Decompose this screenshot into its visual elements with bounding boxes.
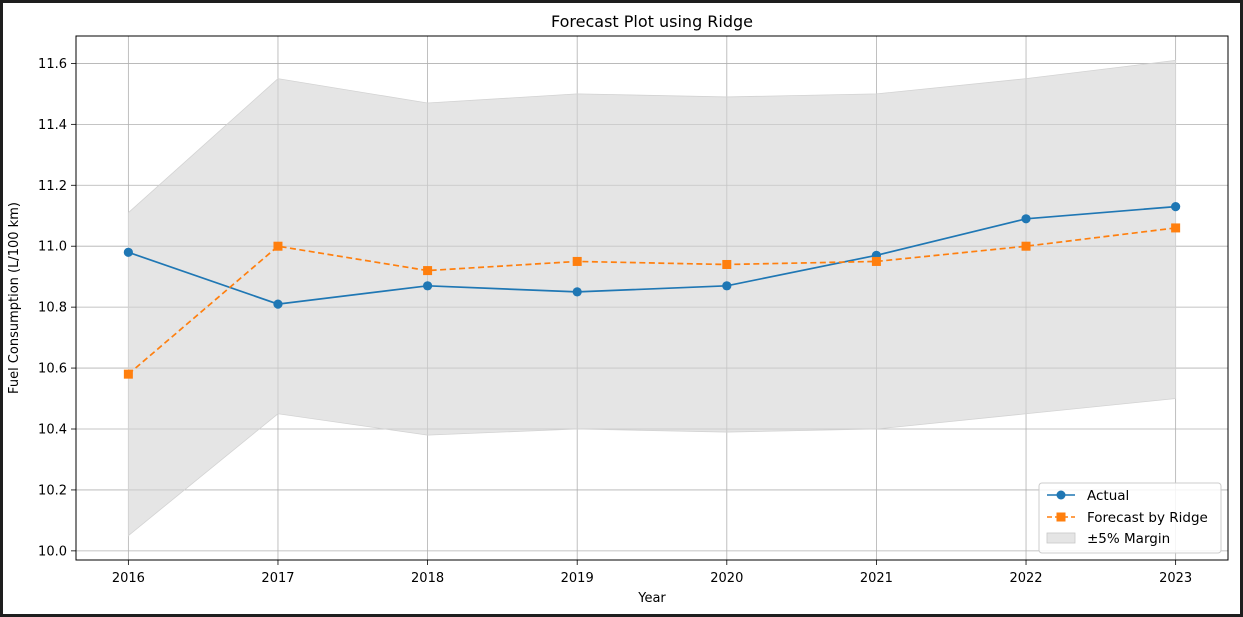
x-tick-label: 2016 xyxy=(112,571,145,586)
x-axis-label: Year xyxy=(637,591,666,606)
actual-point xyxy=(722,281,732,291)
figure: 2016 2017 2018 2019 2020 2021 2022 2023 10.0 10.… xyxy=(3,3,1240,614)
actual-point xyxy=(1021,214,1031,224)
forecast-point xyxy=(423,266,433,276)
x-tick-label: 2018 xyxy=(411,571,444,586)
legend-margin-swatch xyxy=(1046,532,1076,544)
x-tick-label: 2022 xyxy=(1009,571,1042,586)
x-tick-label: 2021 xyxy=(860,571,893,586)
forecast-point xyxy=(871,256,881,266)
y-tick-label: 11.2 xyxy=(38,179,67,194)
y-tick-label: 10.0 xyxy=(38,544,67,559)
legend-actual-label: Actual xyxy=(1087,488,1129,504)
actual-point xyxy=(572,287,582,297)
margin-band-area xyxy=(127,59,1177,537)
y-tick-label: 10.6 xyxy=(38,362,67,377)
chart-svg: 2016 2017 2018 2019 2020 2021 2022 2023 10.010.… xyxy=(3,3,1240,614)
actual-point xyxy=(273,299,283,309)
x-tick-label: 2020 xyxy=(710,571,743,586)
y-tick-label: 11.4 xyxy=(38,118,67,133)
y-tick-label: 11.0 xyxy=(38,240,67,255)
y-axis-ticks: 10.0 10.2 10.4 10.6 10.8 11.0 11.2 11.4 11.6 xyxy=(38,57,76,559)
forecast-point xyxy=(1171,223,1181,233)
forecast-point xyxy=(123,369,133,379)
x-tick-label: 2017 xyxy=(261,571,294,586)
x-tick-label: 2019 xyxy=(561,571,594,586)
y-tick-label: 10.2 xyxy=(38,483,67,498)
series-layer xyxy=(123,202,1181,379)
legend: Actual Forecast by Ridge ±5% Margin xyxy=(1038,482,1222,554)
actual-point xyxy=(1171,202,1181,212)
margin-band xyxy=(127,59,1177,537)
legend-actual-marker xyxy=(1056,490,1066,500)
plot-area-frame xyxy=(75,35,1229,561)
legend-forecast-label: Forecast by Ridge xyxy=(1087,510,1208,526)
y-axis-label: Fuel Consumption (L/100 km) xyxy=(7,202,22,394)
forecast-point xyxy=(572,256,582,266)
forecast-series-line xyxy=(127,227,1176,375)
forecast-point xyxy=(722,259,732,269)
actual-point xyxy=(123,247,133,257)
y-tick-label: 11.6 xyxy=(38,57,67,72)
legend-box xyxy=(1038,482,1222,554)
y-tick-label: 10.4 xyxy=(38,423,67,438)
x-tick-label: 2023 xyxy=(1159,571,1192,586)
legend-margin-label: ±5% Margin xyxy=(1087,531,1170,547)
forecast-point xyxy=(1021,241,1031,251)
actual-series-line xyxy=(128,205,1176,305)
legend-forecast-marker xyxy=(1056,512,1066,522)
y-tick-label: 10.8 xyxy=(38,301,67,316)
chart-title: Forecast Plot using Ridge xyxy=(551,12,753,31)
actual-point xyxy=(422,281,433,291)
x-axis-ticks: 2016 2017 2018 2019 2020 2021 2022 2023 xyxy=(112,560,1192,586)
forecast-point xyxy=(273,241,283,251)
